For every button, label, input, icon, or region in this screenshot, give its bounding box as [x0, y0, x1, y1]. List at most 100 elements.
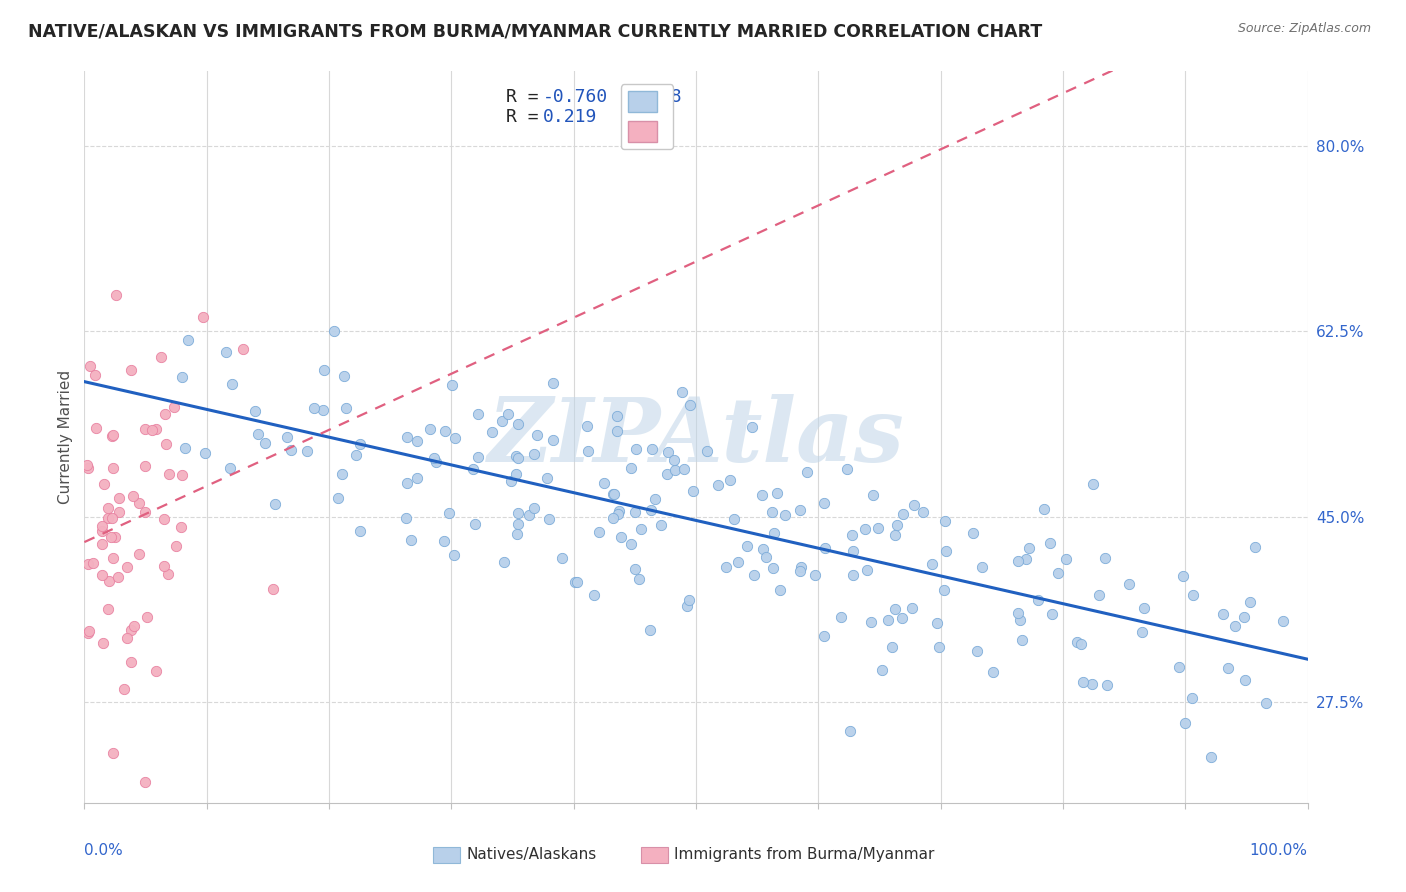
- Legend: , : ,: [621, 84, 673, 149]
- Point: [395, 511, 418, 525]
- Point: [1181, 690, 1204, 705]
- Point: [1095, 678, 1118, 692]
- Text: NATIVE/ALASKAN VS IMMIGRANTS FROM BURMA/MYANMAR CURRENTLY MARRIED CORRELATION CH: NATIVE/ALASKAN VS IMMIGRANTS FROM BURMA/…: [28, 22, 1042, 40]
- Point: [620, 461, 643, 475]
- Point: [835, 462, 858, 476]
- Point: [491, 414, 513, 428]
- Point: [77, 558, 100, 572]
- Point: [330, 467, 353, 481]
- Point: [91, 636, 114, 650]
- Point: [312, 402, 335, 417]
- Point: [716, 560, 738, 574]
- Point: [464, 516, 486, 531]
- Point: [630, 522, 652, 536]
- Point: [1234, 673, 1257, 687]
- Point: [101, 510, 124, 524]
- Point: [467, 407, 489, 421]
- Point: [640, 503, 662, 517]
- Point: [696, 444, 718, 458]
- Point: [606, 424, 628, 438]
- Point: [662, 453, 685, 467]
- Point: [638, 623, 661, 637]
- Point: [1066, 635, 1088, 649]
- Point: [1118, 576, 1140, 591]
- Point: [276, 430, 298, 444]
- Point: [1026, 593, 1049, 607]
- Point: [91, 567, 114, 582]
- Point: [541, 376, 564, 390]
- Point: [152, 512, 174, 526]
- Point: [1033, 502, 1056, 516]
- Point: [108, 505, 131, 519]
- Point: [866, 521, 889, 535]
- Point: [134, 774, 156, 789]
- Point: [755, 549, 778, 564]
- Point: [564, 574, 586, 589]
- Point: [664, 463, 686, 477]
- Point: [935, 543, 957, 558]
- Point: [538, 512, 561, 526]
- Point: [603, 487, 626, 501]
- Point: [517, 508, 540, 522]
- Point: [814, 541, 837, 556]
- Point: [741, 420, 763, 434]
- Point: [481, 425, 503, 439]
- Point: [295, 443, 318, 458]
- Point: [1223, 619, 1246, 633]
- Point: [97, 511, 120, 525]
- Point: [607, 507, 630, 521]
- Point: [501, 474, 523, 488]
- Point: [505, 450, 527, 464]
- Point: [1218, 661, 1240, 675]
- Point: [120, 655, 142, 669]
- Point: [925, 616, 948, 631]
- Point: [983, 665, 1005, 680]
- Point: [349, 437, 371, 451]
- Text: 63: 63: [650, 109, 671, 127]
- Point: [115, 631, 138, 645]
- Point: [97, 501, 120, 516]
- Point: [463, 462, 485, 476]
- Point: [163, 400, 186, 414]
- Point: [620, 537, 643, 551]
- Point: [1168, 660, 1191, 674]
- Point: [264, 498, 287, 512]
- Point: [103, 551, 125, 566]
- Point: [177, 334, 200, 348]
- Point: [419, 422, 441, 436]
- Point: [877, 613, 900, 627]
- Point: [170, 520, 193, 534]
- Point: [122, 489, 145, 503]
- Text: Natives/Alaskans: Natives/Alaskans: [465, 847, 596, 863]
- Point: [173, 441, 195, 455]
- Point: [679, 398, 702, 412]
- Point: [934, 514, 956, 528]
- Point: [84, 421, 107, 435]
- Point: [641, 442, 664, 457]
- Point: [582, 588, 605, 602]
- Point: [219, 461, 242, 475]
- Point: [1174, 716, 1197, 731]
- Point: [128, 496, 150, 510]
- Point: [170, 468, 193, 483]
- Point: [1173, 568, 1195, 582]
- Point: [602, 487, 624, 501]
- Point: [443, 431, 465, 445]
- Point: [496, 407, 519, 421]
- Point: [1008, 613, 1031, 627]
- Point: [1046, 566, 1069, 580]
- Point: [153, 408, 176, 422]
- Point: [761, 505, 783, 519]
- Point: [644, 491, 666, 506]
- Point: [108, 491, 131, 505]
- Point: [1254, 697, 1277, 711]
- Point: [962, 526, 984, 541]
- Point: [506, 526, 529, 541]
- Point: [839, 723, 862, 738]
- Point: [606, 409, 628, 424]
- Point: [508, 506, 530, 520]
- Point: [344, 448, 367, 462]
- Point: [862, 488, 884, 502]
- Point: [813, 496, 835, 510]
- Point: [804, 568, 827, 582]
